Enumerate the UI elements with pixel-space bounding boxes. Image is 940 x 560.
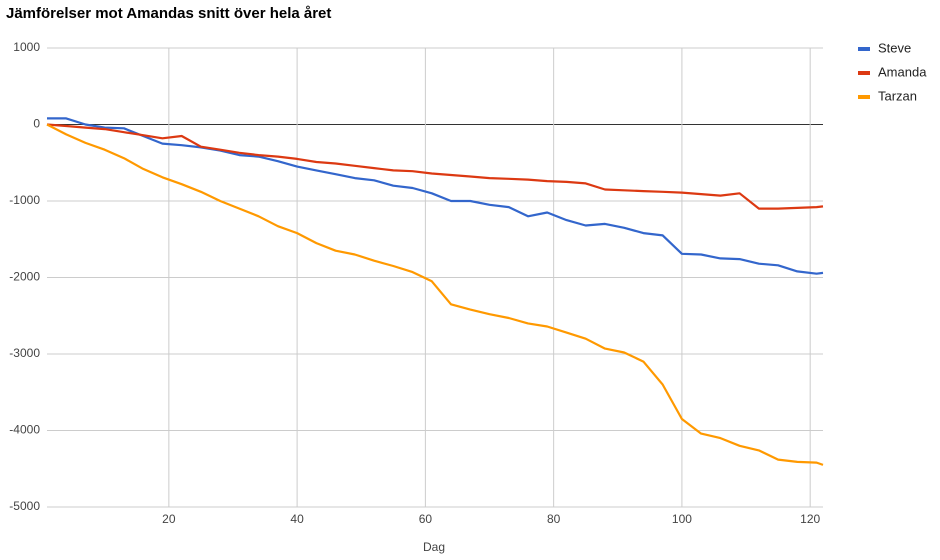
y-tick-label: -3000 [9, 346, 40, 360]
series-line [47, 117, 824, 275]
x-tick-label: 100 [672, 512, 692, 526]
series-line [46, 123, 824, 210]
legend-label: Tarzan [878, 88, 917, 103]
series-line [46, 123, 824, 466]
x-tick-label: 60 [419, 512, 433, 526]
y-tick-label: 1000 [13, 40, 40, 54]
legend-label: Amanda [878, 64, 927, 79]
y-tick-label: -4000 [9, 423, 40, 437]
y-tick-label: 0 [33, 117, 40, 131]
chart-title: Jämförelser mot Amandas snitt över hela … [6, 5, 331, 22]
x-tick-label: 80 [547, 512, 561, 526]
y-tick-label: -5000 [9, 499, 40, 513]
x-tick-label: 120 [800, 512, 820, 526]
y-tick-label: -1000 [9, 193, 40, 207]
legend-label: Steve [878, 40, 911, 55]
x-tick-label: 40 [290, 512, 304, 526]
x-axis-label: Dag [423, 540, 445, 554]
x-tick-label: 20 [162, 512, 176, 526]
y-tick-label: -2000 [9, 270, 40, 284]
